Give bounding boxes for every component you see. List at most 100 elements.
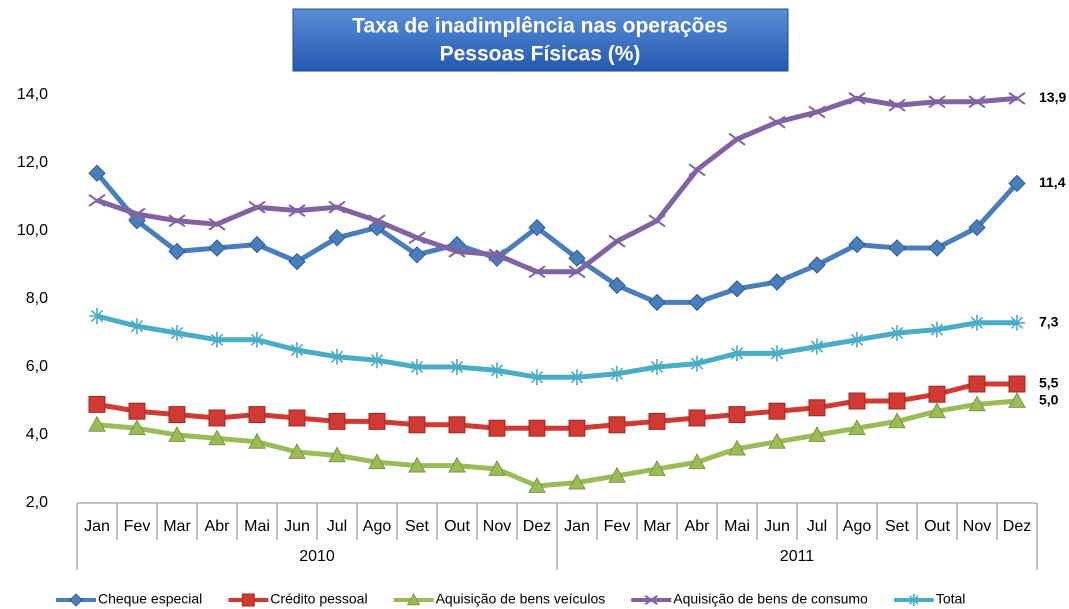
marker bbox=[688, 453, 706, 470]
marker bbox=[688, 409, 706, 427]
marker bbox=[408, 456, 426, 473]
x-tick-label: Out bbox=[444, 518, 470, 535]
y-tick-label: 2,0 bbox=[26, 494, 48, 511]
marker bbox=[69, 593, 83, 607]
marker bbox=[644, 594, 658, 606]
marker bbox=[608, 234, 626, 248]
marker bbox=[408, 231, 426, 245]
marker bbox=[768, 273, 786, 291]
marker bbox=[406, 592, 421, 606]
marker bbox=[529, 369, 545, 386]
x-tick-label: Fev bbox=[124, 518, 151, 535]
y-tick-label: 8,0 bbox=[26, 290, 48, 307]
marker bbox=[168, 242, 186, 261]
legend-item: Total bbox=[893, 591, 966, 607]
marker bbox=[328, 200, 346, 214]
y-tick-label: 12,0 bbox=[17, 154, 48, 171]
marker bbox=[729, 345, 745, 362]
series-line bbox=[96, 95, 1018, 275]
x-tick-label: Abr bbox=[685, 518, 711, 535]
marker bbox=[368, 214, 386, 228]
y-tick-label: 6,0 bbox=[26, 358, 48, 375]
marker bbox=[848, 392, 866, 410]
marker bbox=[208, 429, 226, 446]
series-line bbox=[96, 313, 1017, 380]
marker bbox=[888, 239, 906, 257]
legend-label: Cheque especial bbox=[98, 591, 202, 607]
title-box bbox=[292, 8, 789, 72]
y-tick-label: 4,0 bbox=[26, 426, 48, 443]
data-label: 13,9 bbox=[1039, 89, 1066, 105]
marker bbox=[449, 359, 465, 375]
marker bbox=[928, 385, 946, 403]
x-tick-label: Out bbox=[924, 518, 950, 535]
marker bbox=[489, 362, 505, 379]
x-tick-label: Dez bbox=[1003, 518, 1031, 535]
marker bbox=[288, 252, 306, 271]
marker bbox=[488, 419, 506, 437]
y-tick-label: 14,0 bbox=[17, 86, 48, 103]
marker bbox=[288, 442, 306, 459]
marker bbox=[88, 193, 106, 207]
marker bbox=[249, 331, 265, 348]
marker bbox=[528, 476, 546, 493]
marker bbox=[648, 214, 666, 228]
marker bbox=[209, 331, 225, 348]
marker bbox=[648, 459, 666, 476]
marker bbox=[448, 244, 466, 258]
x-tick-label: Nov bbox=[963, 518, 991, 535]
x-tick-label: Jul bbox=[807, 518, 827, 535]
marker bbox=[208, 409, 226, 427]
x-tick-label: Jun bbox=[284, 518, 310, 535]
marker bbox=[609, 365, 625, 382]
marker bbox=[208, 217, 226, 231]
marker bbox=[968, 218, 986, 237]
marker bbox=[928, 239, 946, 257]
x-tick-label: Abr bbox=[205, 518, 231, 535]
legend-item: Cheque especial bbox=[56, 591, 202, 607]
marker bbox=[168, 425, 186, 442]
marker bbox=[408, 246, 426, 264]
marker bbox=[907, 594, 920, 606]
marker bbox=[568, 473, 586, 490]
legend-label: Total bbox=[936, 591, 966, 607]
data-label: 7,3 bbox=[1039, 314, 1059, 330]
marker bbox=[408, 416, 426, 434]
marker bbox=[808, 399, 826, 417]
marker bbox=[928, 95, 946, 109]
data-label: 5,5 bbox=[1039, 375, 1059, 391]
marker bbox=[1008, 375, 1026, 393]
marker bbox=[808, 256, 826, 274]
marker bbox=[488, 459, 506, 476]
series-line bbox=[96, 398, 1018, 489]
data-label: 11,4 bbox=[1039, 174, 1066, 190]
marker bbox=[608, 276, 626, 295]
marker bbox=[888, 98, 906, 112]
x-tick-label: Fev bbox=[604, 518, 631, 535]
marker bbox=[768, 115, 786, 129]
marker bbox=[328, 229, 346, 247]
x-tick-label: Set bbox=[885, 518, 910, 535]
marker bbox=[648, 293, 666, 312]
x-tick-label: Dez bbox=[523, 518, 551, 535]
x-tick-label: Jan bbox=[564, 518, 590, 535]
marker bbox=[88, 395, 106, 413]
marker bbox=[128, 402, 146, 420]
x-tick-label: Mai bbox=[244, 518, 270, 535]
marker bbox=[88, 415, 106, 432]
marker bbox=[88, 164, 106, 182]
marker bbox=[369, 352, 385, 369]
marker bbox=[129, 318, 145, 335]
marker bbox=[241, 593, 255, 607]
marker bbox=[288, 409, 306, 427]
marker bbox=[168, 406, 186, 424]
marker bbox=[528, 218, 546, 237]
marker bbox=[688, 293, 706, 312]
marker bbox=[848, 91, 866, 105]
marker bbox=[248, 406, 266, 424]
marker bbox=[1008, 391, 1026, 408]
marker bbox=[929, 321, 945, 338]
marker bbox=[248, 235, 266, 254]
y-tick-label: 10,0 bbox=[17, 222, 48, 239]
marker bbox=[648, 412, 666, 430]
